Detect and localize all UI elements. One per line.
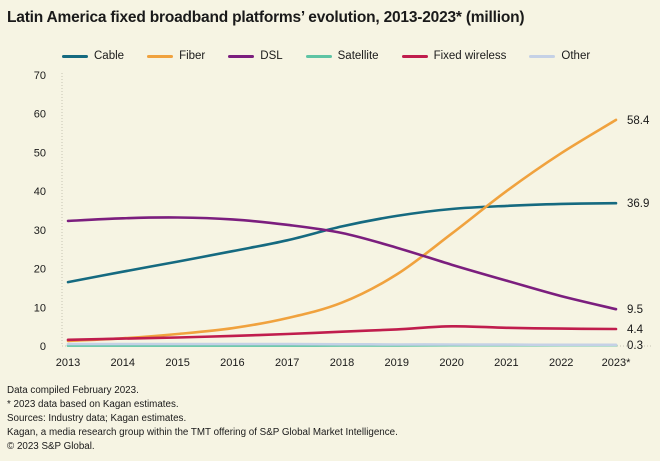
legend-swatch-cable bbox=[62, 54, 88, 58]
y-tick-label: 70 bbox=[34, 70, 46, 82]
x-tick-label: 2013 bbox=[56, 357, 80, 369]
y-tick-label: 40 bbox=[34, 186, 46, 198]
y-tick-label: 50 bbox=[34, 147, 46, 159]
legend-label-other: Other bbox=[561, 50, 591, 62]
series-line-fixed-wireless bbox=[66, 324, 618, 342]
footnote-line: Sources: Industry data; Kagan estimates. bbox=[7, 413, 187, 424]
legend-item-satellite: Satellite bbox=[305, 50, 379, 62]
y-tick-label: 60 bbox=[34, 109, 46, 121]
legend-swatch-other bbox=[529, 54, 556, 58]
legend-swatch-satellite bbox=[305, 54, 332, 58]
chart-plot-area: 0 10 20 30 40 50 60 70 2013 2014 2015 2016 2017 2018 2… bbox=[34, 70, 652, 369]
chart-legend: Cable Fiber DSL Satellite Fixed wireless Othe… bbox=[62, 49, 590, 63]
x-tick-label: 2020 bbox=[439, 357, 463, 369]
footnote-line: Kagan, a media research group within the… bbox=[7, 427, 398, 438]
legend-swatch-fiber bbox=[147, 54, 174, 58]
footnote-line: Data compiled February 2023. bbox=[7, 385, 139, 396]
x-tick-label: 2018 bbox=[330, 357, 354, 369]
legend-item-other: Other bbox=[529, 50, 590, 62]
x-tick-label: 2023* bbox=[602, 357, 631, 369]
legend-label-cable: Cable bbox=[94, 50, 125, 62]
legend-label-satellite: Satellite bbox=[337, 50, 379, 62]
y-tick-label: 20 bbox=[34, 264, 46, 276]
legend-swatch-fixed-wireless bbox=[401, 54, 428, 58]
legend-item-fixed-wireless: Fixed wireless bbox=[401, 50, 507, 62]
x-tick-label: 2021 bbox=[494, 357, 518, 369]
x-tick-label: 2014 bbox=[111, 357, 135, 369]
series-end-label-cable: 36.9 bbox=[627, 198, 649, 210]
legend-label-fixed-wireless: Fixed wireless bbox=[433, 50, 507, 62]
series-line-other bbox=[66, 342, 618, 347]
series-line-cable bbox=[66, 201, 618, 284]
y-tick-label: 10 bbox=[34, 302, 46, 314]
series-line-fiber bbox=[66, 118, 618, 343]
legend-item-cable: Cable bbox=[62, 50, 124, 62]
series-end-label-other: 0.3 bbox=[627, 340, 643, 352]
legend-item-dsl: DSL bbox=[228, 50, 283, 62]
legend-label-fiber: Fiber bbox=[179, 50, 206, 62]
legend-swatch-dsl bbox=[228, 54, 255, 58]
series-line-dsl bbox=[66, 216, 618, 311]
y-tick-label: 30 bbox=[34, 225, 46, 237]
x-tick-label: 2015 bbox=[165, 357, 189, 369]
legend-item-fiber: Fiber bbox=[147, 50, 205, 62]
chart-footnotes: Data compiled February 2023. * 2023 data… bbox=[7, 384, 653, 454]
legend-label-dsl: DSL bbox=[260, 50, 283, 62]
y-tick-label: 0 bbox=[40, 341, 46, 353]
chart-title: Latin America fixed broadband platforms’… bbox=[7, 9, 525, 26]
series-end-label-fixed-wireless: 4.4 bbox=[627, 324, 644, 336]
series-end-label-fiber: 58.4 bbox=[627, 115, 650, 127]
x-tick-label: 2022 bbox=[549, 357, 573, 369]
x-tick-label: 2017 bbox=[275, 357, 299, 369]
footnote-line: * 2023 data based on Kagan estimates. bbox=[7, 399, 179, 410]
series-end-label-dsl: 9.5 bbox=[627, 304, 643, 316]
x-tick-label: 2016 bbox=[220, 357, 244, 369]
x-tick-label: 2019 bbox=[385, 357, 409, 369]
footnote-line: © 2023 S&P Global. bbox=[7, 441, 95, 452]
